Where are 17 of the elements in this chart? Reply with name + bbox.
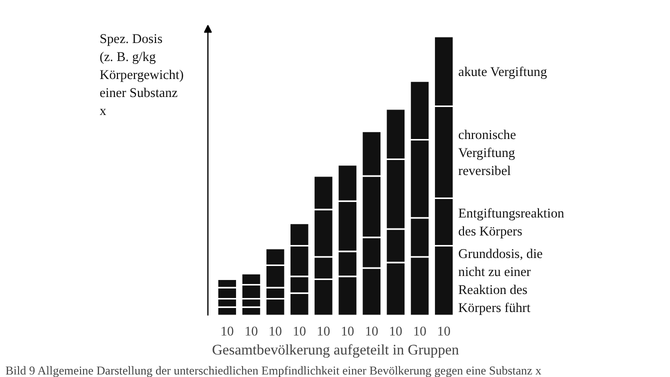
x-tick-label: 10	[340, 324, 355, 338]
x-tick-label: 10	[316, 324, 330, 338]
x-tick-label: 10	[413, 324, 427, 338]
x-tick-label: 10	[220, 324, 234, 338]
series-label: chronische Vergiftung reversibel	[458, 126, 516, 178]
x-tick-label: 10	[389, 324, 403, 338]
x-tick-label: 10	[292, 324, 306, 338]
x-tick-label: 10	[268, 324, 282, 338]
y-axis-title: Spez. Dosis (z. B. g/kg Körpergewicht) einer Substanz x	[100, 30, 184, 118]
series-label: Entgiftungsreaktion des Körpers	[458, 206, 564, 239]
x-tick-label: 10	[437, 324, 451, 338]
x-tick-label: 10	[364, 324, 379, 338]
series-label: Grunddosis, die nicht zu einer Reaktion des Körpers führt	[458, 246, 543, 316]
series-label: akute Vergiftung	[458, 64, 548, 79]
x-tick-label: 10	[244, 324, 258, 338]
text: Bild 9 Allgemeine Darstellung der unterschiedlichen Empfindlichkeit einer Bevölkerung gegen eine Substanz x	[6, 364, 542, 377]
x-axis-title: Gesamtbevölkerung aufgeteilt in Gruppen	[212, 342, 460, 358]
